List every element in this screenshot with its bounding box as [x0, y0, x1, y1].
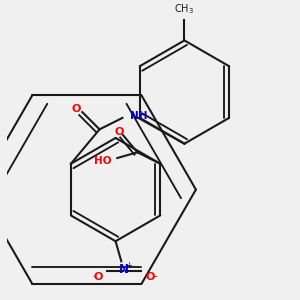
Text: O: O [72, 104, 81, 114]
Text: -: - [154, 271, 158, 281]
Text: -: - [92, 271, 96, 281]
Text: NH: NH [130, 111, 147, 122]
Text: N: N [119, 263, 129, 276]
Text: +: + [125, 261, 132, 270]
Text: CH$_3$: CH$_3$ [174, 2, 194, 16]
Text: O: O [94, 272, 103, 282]
Text: O: O [145, 272, 155, 282]
Text: O: O [114, 127, 123, 137]
Text: HO: HO [94, 156, 112, 166]
